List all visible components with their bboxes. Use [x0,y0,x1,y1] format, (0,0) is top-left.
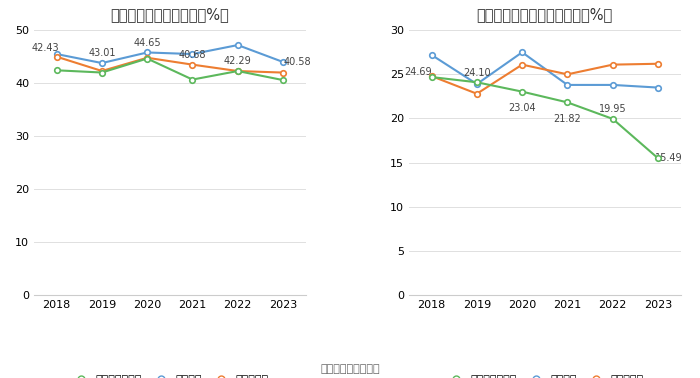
Text: 42.43: 42.43 [32,43,60,53]
Text: 数据来源：恒生聚源: 数据来源：恒生聚源 [320,364,380,374]
Text: 24.10: 24.10 [463,68,491,77]
Text: 43.01: 43.01 [88,48,116,58]
Text: 24.69: 24.69 [404,67,431,76]
Text: 19.95: 19.95 [599,104,626,114]
Legend: 公司资产负债率, 行业均值, 行业中位数: 公司资产负债率, 行业均值, 行业中位数 [66,371,273,378]
Text: 40.68: 40.68 [178,50,206,60]
Text: 42.29: 42.29 [224,56,251,66]
Text: 40.58: 40.58 [283,57,311,67]
Legend: 有息资产负债率, 行业均值, 行业中位数: 有息资产负债率, 行业均值, 行业中位数 [442,371,648,378]
Text: 23.04: 23.04 [508,103,536,113]
Title: 近年来有息资产负债率情况（%）: 近年来有息资产负债率情况（%） [477,7,613,22]
Text: 15.49: 15.49 [655,153,683,163]
Title: 近年来资产负债率情况（%）: 近年来资产负债率情况（%） [111,7,229,22]
Text: 44.65: 44.65 [134,38,161,48]
Text: 21.82: 21.82 [554,114,581,124]
